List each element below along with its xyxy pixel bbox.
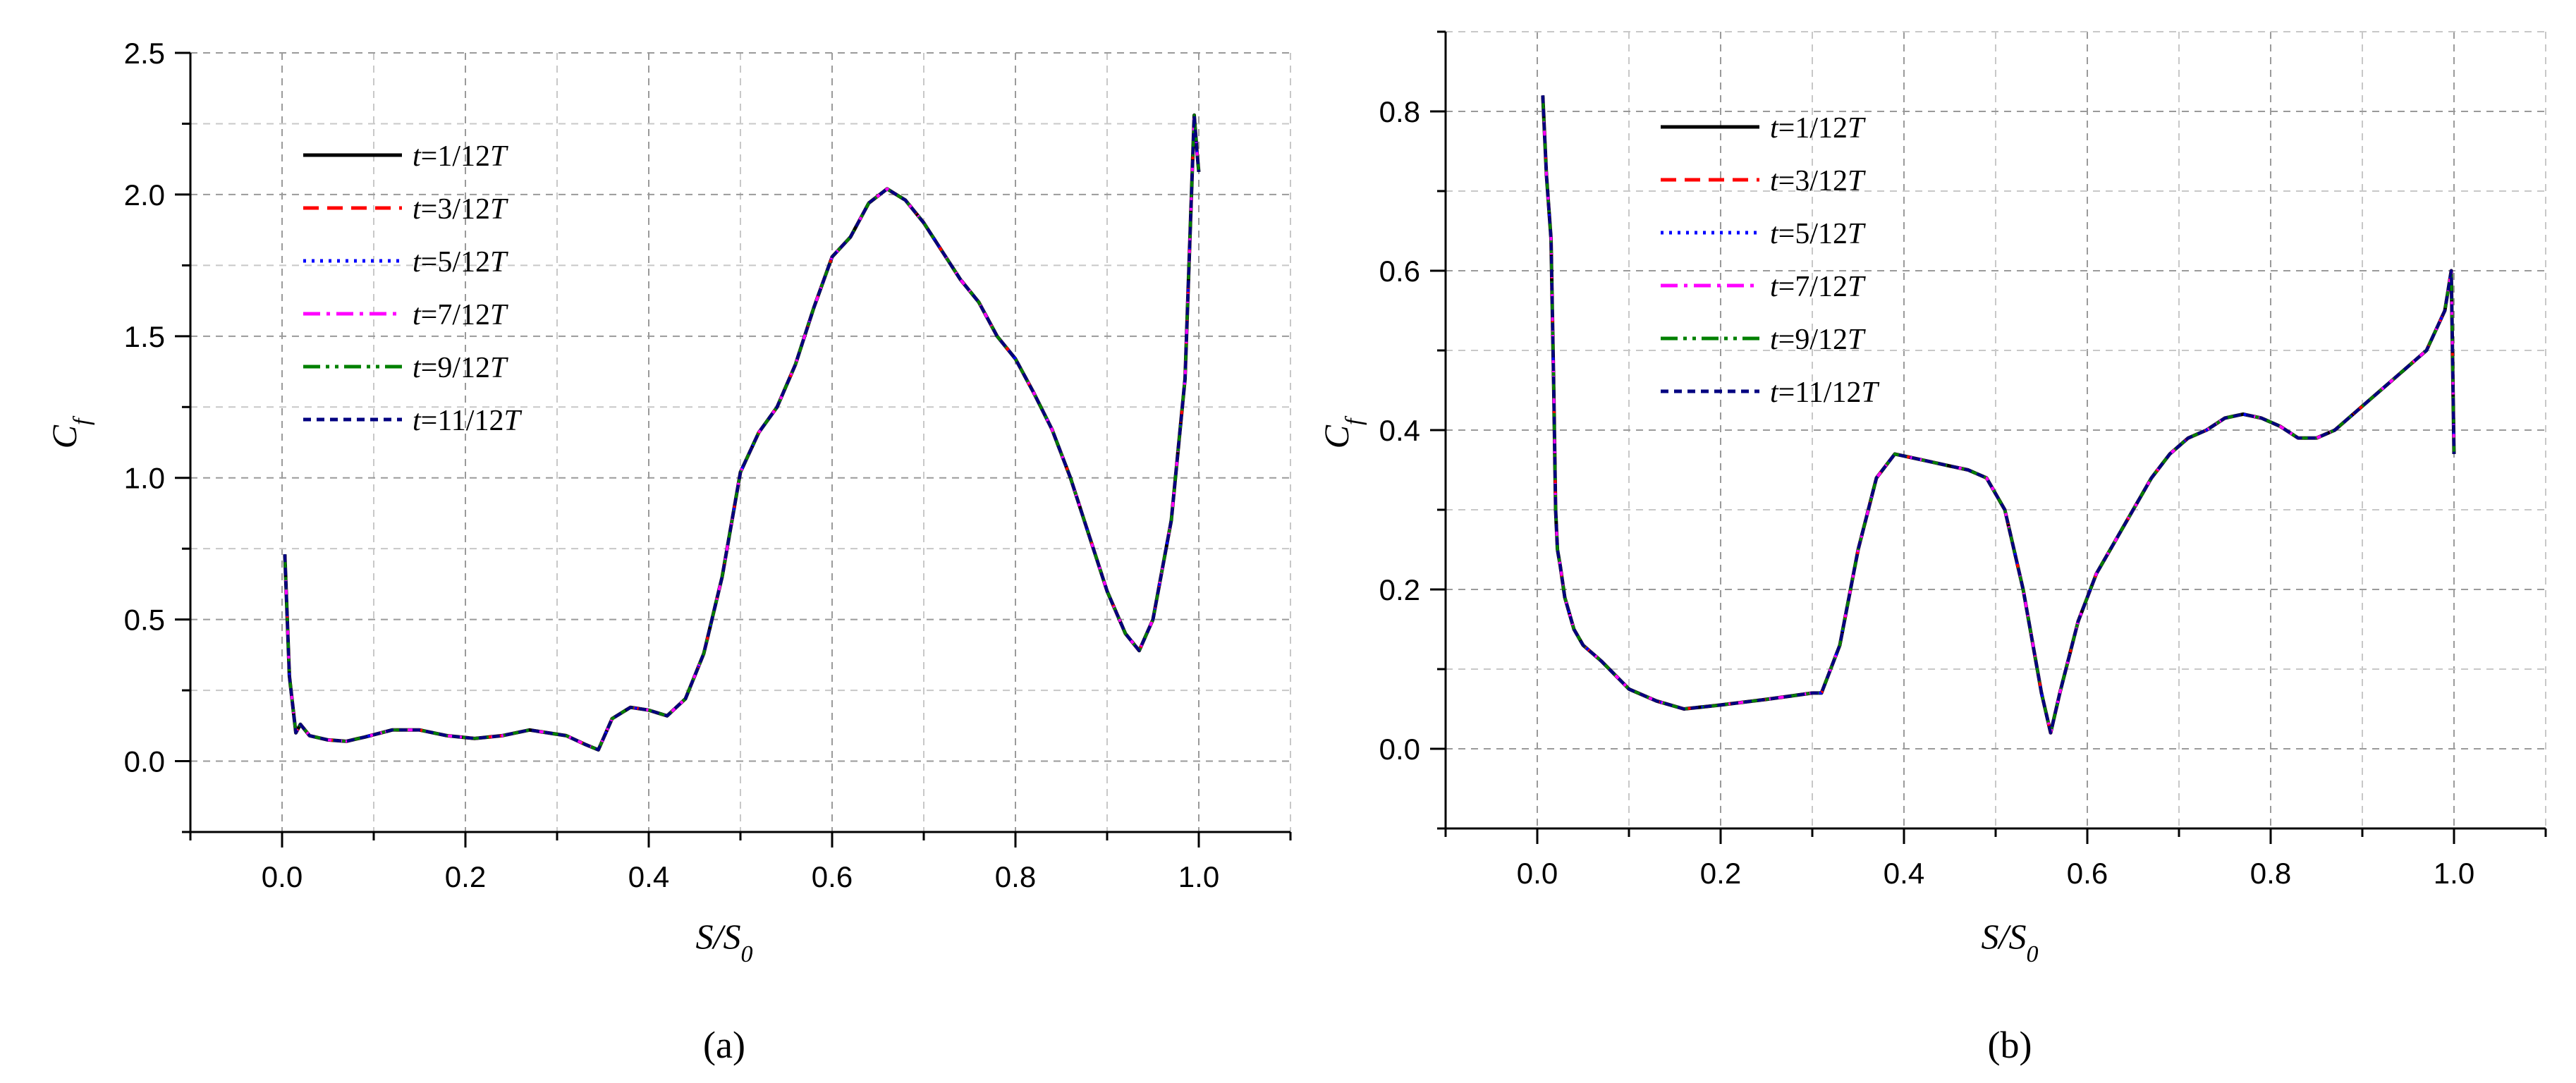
series-line-6 bbox=[283, 114, 1200, 752]
grid-b bbox=[1445, 31, 2546, 829]
legend-label: t=1/12T bbox=[1770, 112, 1866, 145]
x-tick-label: 0.0 bbox=[262, 860, 303, 893]
legend-b: t=1/12T t=3/12T t=5/12T t=7/12T t=9/12T t=11/… bbox=[1661, 112, 1879, 409]
x-tick-label: 0.8 bbox=[995, 860, 1036, 893]
y-tick-label: 2.5 bbox=[124, 37, 165, 70]
y-tick-label: 0.2 bbox=[1379, 573, 1420, 606]
grid-a bbox=[190, 52, 1291, 833]
y-tick-label: 2.0 bbox=[124, 178, 165, 212]
legend-label: t=3/12T bbox=[413, 193, 508, 226]
legend-label: t=9/12T bbox=[1770, 324, 1866, 356]
axes-a: 0.0 0.2 0.4 0.6 0.8 1.0 0.0 0.5 1.0 1.5 2.0 2.5 bbox=[124, 37, 1292, 893]
series-line-6 bbox=[1541, 95, 2455, 735]
x-tick-label: 0.2 bbox=[445, 860, 486, 893]
legend-label: t=7/12T bbox=[413, 299, 508, 331]
legend-label: t=9/12T bbox=[413, 352, 508, 384]
y-tick-label: 1.0 bbox=[124, 462, 165, 495]
chart-panel-a: 0.0 0.2 0.4 0.6 0.8 1.0 0.0 0.5 1.0 1.5 2.0 2.5 t=1… bbox=[44, 37, 1292, 1066]
axes-b: 0.0 0.2 0.4 0.6 0.8 1.0 0.0 0.2 0.4 0.6 0.8 bbox=[1379, 30, 2547, 890]
x-tick-label: 0.6 bbox=[812, 860, 853, 893]
y-tick-label: 0.4 bbox=[1379, 414, 1420, 447]
legend-label: t=1/12T bbox=[413, 140, 508, 173]
y-tick-label: 0.5 bbox=[124, 604, 165, 637]
y-tick-label: 0.0 bbox=[124, 745, 165, 778]
x-axis-label-b: S/S0 bbox=[1982, 917, 2039, 967]
panel-label-a: (a) bbox=[703, 1024, 745, 1066]
legend-label: t=5/12T bbox=[1770, 218, 1866, 250]
series-group-a bbox=[283, 113, 1201, 752]
y-tick-label: 0.6 bbox=[1379, 255, 1420, 288]
legend-label: t=11/12T bbox=[1770, 377, 1879, 409]
legend-label: t=11/12T bbox=[413, 405, 522, 437]
x-tick-label: 1.0 bbox=[2434, 857, 2474, 890]
y-tick-label: 1.5 bbox=[124, 320, 165, 353]
x-tick-label: 0.4 bbox=[1884, 857, 1924, 890]
legend-label: t=3/12T bbox=[1770, 165, 1866, 197]
x-tick-label: 0.8 bbox=[2250, 857, 2291, 890]
y-axis-label-b: Cf bbox=[1317, 415, 1367, 448]
legend-a: t=1/12T t=3/12T t=5/12T t=7/12T t=9/12T t=11/… bbox=[303, 140, 522, 437]
x-tick-label: 0.6 bbox=[2067, 857, 2108, 890]
x-tick-label: 0.2 bbox=[1700, 857, 1741, 890]
legend-label: t=7/12T bbox=[1770, 271, 1866, 303]
y-tick-label: 0.0 bbox=[1379, 733, 1420, 766]
y-axis-label-a: Cf bbox=[44, 415, 95, 448]
y-tick-label: 0.8 bbox=[1379, 95, 1420, 128]
legend-label: t=5/12T bbox=[413, 246, 508, 279]
series-group-b bbox=[1541, 95, 2456, 735]
x-tick-label: 0.0 bbox=[1517, 857, 1558, 890]
x-axis-label-a: S/S0 bbox=[696, 917, 753, 967]
chart-panel-b: 0.0 0.2 0.4 0.6 0.8 1.0 0.0 0.2 0.4 0.6 0.8 t=1/12… bbox=[1317, 30, 2547, 1066]
x-tick-label: 0.4 bbox=[628, 860, 669, 893]
panel-label-b: (b) bbox=[1988, 1024, 2032, 1066]
x-tick-label: 1.0 bbox=[1178, 860, 1219, 893]
